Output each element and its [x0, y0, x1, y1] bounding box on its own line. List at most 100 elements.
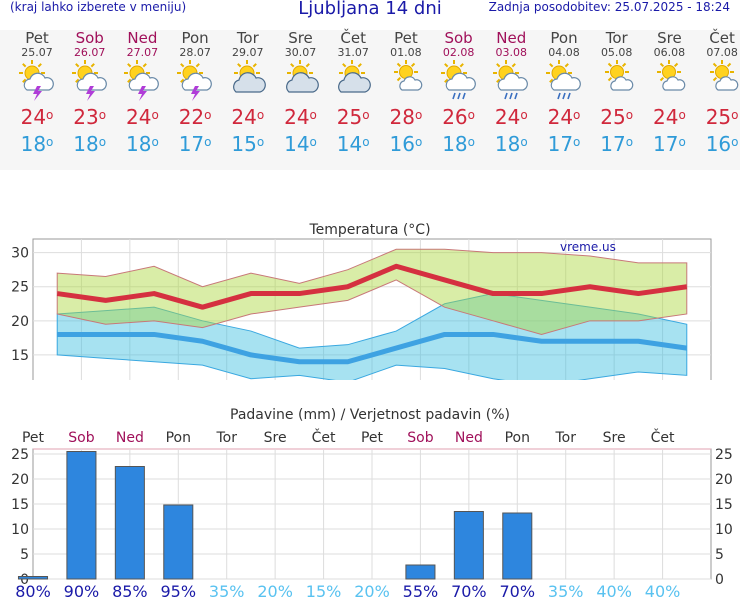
forecast-day: Pet 01.08 28o 16o [380, 30, 432, 157]
y-tick-label: 0 [20, 572, 29, 588]
sun-small-cloud-icon [696, 59, 740, 103]
x-tick-label: Sob [68, 430, 94, 446]
day-date: 30.07 [284, 46, 317, 59]
precip-probability: 85% [112, 582, 148, 600]
precip-bar [405, 564, 436, 580]
day-name: Sob [75, 29, 104, 47]
x-tick-label: Čet [651, 428, 675, 446]
day-name: Sre [657, 29, 682, 47]
forecast-day: Sre 06.08 24o 17o [643, 30, 695, 157]
x-tick-label: Sob [407, 430, 433, 446]
day-date: 06.08 [653, 46, 686, 59]
day-date: 25.07 [21, 46, 53, 59]
y-tick-label-right: 15 [715, 497, 733, 513]
y-tick-label-right: 0 [715, 572, 724, 588]
max-temp-line [56, 263, 688, 310]
temp-max: 25o [600, 105, 634, 129]
y-tick-label: 10 [11, 522, 29, 538]
day-date: 28.07 [179, 46, 211, 59]
precip-probability: 70% [500, 582, 536, 600]
x-tick-label: Ned [455, 430, 483, 446]
sun-cloud-rain-icon [433, 59, 485, 103]
sun-cloud-storm-icon [116, 59, 168, 103]
y-tick-label: 25 [11, 280, 29, 296]
day-name: Sob [444, 29, 473, 47]
y-tick-label: 15 [11, 497, 29, 513]
precip-probability: 80% [15, 582, 51, 600]
temp-max: 24o [125, 105, 159, 129]
temp-min: 18o [125, 132, 159, 156]
day-date: 02.08 [442, 46, 475, 59]
sun-small-cloud-icon [643, 59, 695, 103]
day-name: Sre [288, 29, 313, 47]
menu-hint[interactable]: (kraj lahko izberete v meniju) [10, 0, 187, 14]
min-temp-range-band [56, 293, 688, 380]
forecast-day: Ned 27.07 24o 18o [116, 30, 168, 157]
precip-probability: 40% [645, 582, 681, 600]
precip-bar [17, 576, 49, 580]
sun-cloud-storm-icon [169, 59, 221, 103]
sun-small-cloud-icon [591, 59, 643, 103]
temp-max: 24o [284, 105, 317, 129]
day-name: Čet [340, 29, 366, 47]
temp-min: 16o [389, 132, 423, 156]
x-tick-label: Sre [264, 430, 287, 446]
y-tick-label-right: 5 [715, 547, 724, 563]
precip-bar [502, 512, 533, 580]
precip-probability: 35% [209, 582, 245, 600]
temp-min: 14o [284, 132, 317, 156]
max-temp-range-band [56, 248, 688, 335]
temp-min: 17o [600, 132, 634, 156]
forecast-day: Pon 04.08 24o 17o [538, 30, 590, 157]
precip-bar [114, 466, 145, 580]
page-title: Ljubljana 14 dni [298, 0, 442, 19]
precip-probability: 40% [596, 582, 632, 600]
precip-probability: 70% [451, 582, 487, 600]
forecast-day: Pon 28.07 22o 17o [169, 30, 221, 157]
x-tick-label: Pon [166, 430, 191, 446]
day-date: 27.07 [126, 46, 159, 59]
x-tick-label: Pet [22, 430, 45, 446]
forecast-day: Sob 26.07 23o 18o [64, 30, 116, 157]
sun-small-cloud-icon [380, 59, 432, 103]
x-tick-label: Tor [554, 430, 576, 446]
precip-probability: 20% [257, 582, 293, 600]
temp-min: 15o [231, 132, 265, 156]
x-tick-label: Čet [312, 428, 336, 446]
precip-probability: 20% [354, 582, 390, 600]
precip-probability: 55% [403, 582, 439, 600]
y-tick-label: 20 [11, 314, 29, 330]
y-tick-label-right: 20 [715, 472, 733, 488]
temp-max: 22o [178, 105, 212, 129]
forecast-day: Ned 03.08 24o 18o [485, 30, 537, 157]
partly-cloudy-icon [275, 59, 327, 103]
temp-max: 25o [336, 105, 370, 129]
precip-bar [163, 504, 194, 580]
min-temp-line [57, 331, 688, 365]
day-name: Pon [181, 29, 209, 47]
y-tick-label: 30 [11, 246, 29, 262]
temp-max: 24o [231, 105, 265, 129]
temp-min: 17o [547, 132, 581, 156]
precip-bar [66, 451, 97, 580]
x-tick-label: Sre [603, 430, 626, 446]
temp-max: 24o [494, 105, 528, 129]
day-date: 04.08 [548, 46, 580, 59]
temperature-chart: Temperatura (°C)1015202530vreme.us [11, 222, 712, 380]
forecast-day: Tor 05.08 25o 17o [591, 30, 643, 157]
temp-max: 24o [652, 105, 686, 129]
y-tick-label: 5 [20, 547, 29, 563]
forecast-day: Sre 30.07 24o 14o [275, 30, 327, 157]
daily-forecast-strip: Pet 25.07 24o 18o Sob 26.07 23o 18o Ned 27.07 24o 1… [0, 30, 740, 170]
watermark: vreme.us [560, 240, 616, 254]
precip-probability: 15% [306, 582, 342, 600]
precip-probability: 95% [161, 582, 197, 600]
sun-cloud-storm-icon [11, 59, 63, 103]
y-tick-label-right: 10 [715, 522, 733, 538]
day-name: Ned [496, 29, 527, 47]
temp-max: 28o [389, 105, 423, 129]
day-date: 01.08 [390, 46, 422, 59]
temp-max: 25o [705, 105, 739, 129]
day-name: Pet [394, 29, 418, 47]
day-name: Ned [127, 29, 158, 47]
